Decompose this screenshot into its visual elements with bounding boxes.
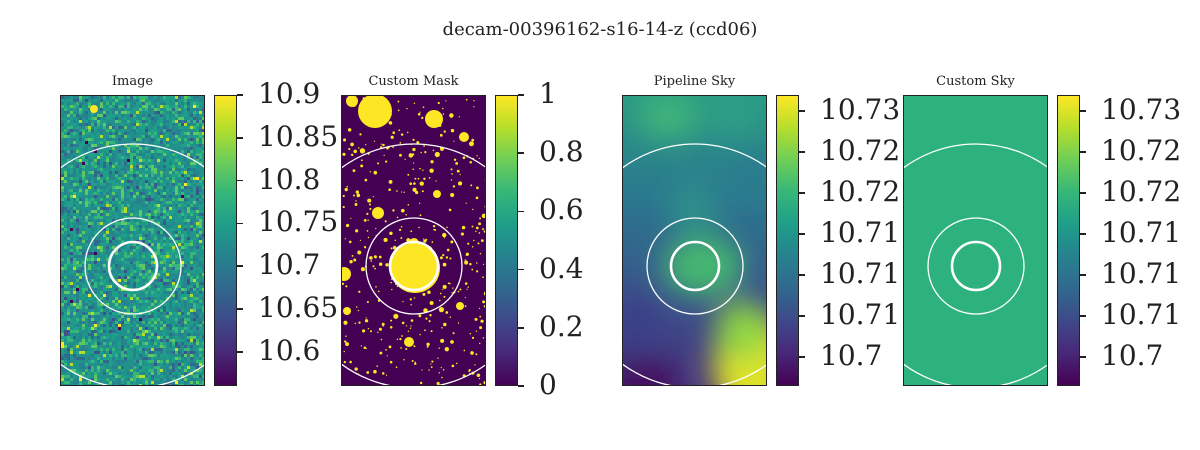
image-colorbar-tickmark [237,265,243,267]
image-colorbar [214,95,237,386]
aperture-middle-circle [365,217,463,315]
image-colorbar-tickmark [237,179,243,182]
bright-star [90,105,98,113]
figure-title: decam-00396162-s16-14-z (ccd06) [442,19,758,40]
aperture-inner-circle [388,240,440,292]
aperture-middle-circle [646,217,744,315]
pipeline-sky-colorbar-tick-label: 10.71 [820,215,901,249]
image-noise-pixels [61,96,204,385]
aperture-inner-circle [669,240,721,292]
pipeline-sky-colorbar-tick-label: 10.71 [820,256,901,290]
custom-sky-colorbar-tickmark [1080,151,1086,153]
pipeline-sky-colorbar-tick-label: 10.71 [820,297,901,331]
pipeline-sky-heatmap [623,96,766,385]
custom-mask-colorbar-tickmark [518,327,524,329]
custom-sky-colorbar-tick-label: 10.73 [1101,93,1182,126]
custom-mask-heatmap [342,96,485,385]
custom-mask-colorbar-tick-label: 0.6 [539,193,584,227]
image-colorbar-tickmark [237,94,243,96]
aperture-outer-circle [342,143,485,385]
pipeline-sky-gradient [623,96,766,385]
image-panel [60,95,205,386]
custom-mask-title: Custom Mask [368,74,459,89]
custom-sky-colorbar-tick-label: 10.71 [1101,215,1182,249]
aperture-middle-circle [927,217,1025,315]
pipeline-sky-colorbar-tickmark [799,274,805,276]
aperture-outer-circle [623,143,766,385]
pipeline-sky-panel [622,95,767,386]
custom-mask-panel [341,95,486,386]
custom-mask-colorbar-tickmark [518,210,524,213]
aperture-inner-circle [107,240,159,292]
image-colorbar-tickmark [237,308,243,310]
image-colorbar-tick-label: 10.8 [258,162,321,196]
custom-sky-colorbar-tick-label: 10.7 [1101,338,1164,372]
pipeline-sky-colorbar-tick-label: 10.73 [820,93,901,126]
custom-sky-panel [903,95,1048,386]
custom-sky-colorbar-tick-label: 10.71 [1101,256,1182,290]
image-colorbar-tick-label: 10.65 [258,290,339,324]
pipeline-sky-colorbar-tickmark [799,356,805,358]
image-colorbar-tickmark [237,222,243,225]
image-colorbar-tick-label: 10.9 [258,77,321,110]
custom-mask-colorbar-tick-label: 0.4 [539,251,584,285]
custom-mask-colorbar-tick-label: 0 [539,368,557,401]
custom-sky-colorbar-tickmark [1080,315,1086,317]
pipeline-sky-colorbar [776,95,799,386]
custom-sky-colorbar-tick-label: 10.71 [1101,297,1182,331]
custom-sky-colorbar-tickmark [1080,356,1086,358]
image-colorbar-tick-label: 10.85 [258,119,339,153]
custom-sky-colorbar-tick-label: 10.72 [1101,133,1182,167]
custom-sky-heatmap [904,96,1047,385]
image-title: Image [111,74,154,89]
pipeline-sky-colorbar-tick-label: 10.7 [820,338,883,372]
pipeline-sky-colorbar-tickmark [799,110,805,112]
custom-sky-colorbar-tickmark [1080,110,1086,112]
pipeline-sky-colorbar-tickmark [799,315,805,317]
aperture-inner-circle [950,240,1002,292]
custom-mask-colorbar [495,95,518,386]
pipeline-sky-colorbar-tick-label: 10.72 [820,133,901,167]
custom-mask-colorbar-tickmark [518,268,524,271]
custom-mask-colorbar-tickmark [518,94,524,96]
custom-mask-colorbar-tickmark [518,152,524,154]
custom-sky-colorbar-tickmark [1080,274,1086,276]
custom-sky-colorbar-tickmark [1080,192,1086,194]
custom-sky-title: Custom Sky [936,74,1015,89]
custom-mask-colorbar-tick-label: 1 [539,77,557,110]
custom-sky-colorbar-tickmark [1080,233,1086,235]
aperture-outer-circle [61,143,204,385]
aperture-outer-circle [904,143,1047,385]
image-colorbar-tickmark [237,137,243,139]
pipeline-sky-colorbar-tick-label: 10.72 [820,174,901,208]
pipeline-sky-colorbar-tickmark [799,151,805,153]
image-heatmap [61,96,204,385]
pipeline-sky-colorbar-tickmark [799,192,805,194]
custom-sky-colorbar [1057,95,1080,386]
pipeline-sky-colorbar-tickmark [799,233,805,235]
custom-mask-colorbar-tick-label: 0.2 [539,309,584,343]
custom-mask-colorbar-tick-label: 0.8 [539,135,584,169]
aperture-middle-circle [84,217,182,315]
image-colorbar-tick-label: 10.6 [258,333,321,367]
custom-sky-colorbar-tick-label: 10.72 [1101,174,1182,208]
image-colorbar-tick-label: 10.75 [258,205,339,239]
image-colorbar-tickmark [237,351,243,353]
image-colorbar-tick-label: 10.7 [258,248,321,282]
pipeline-sky-title: Pipeline Sky [653,74,736,89]
custom-mask-colorbar-tickmark [518,385,524,387]
masked-sources [342,96,485,385]
